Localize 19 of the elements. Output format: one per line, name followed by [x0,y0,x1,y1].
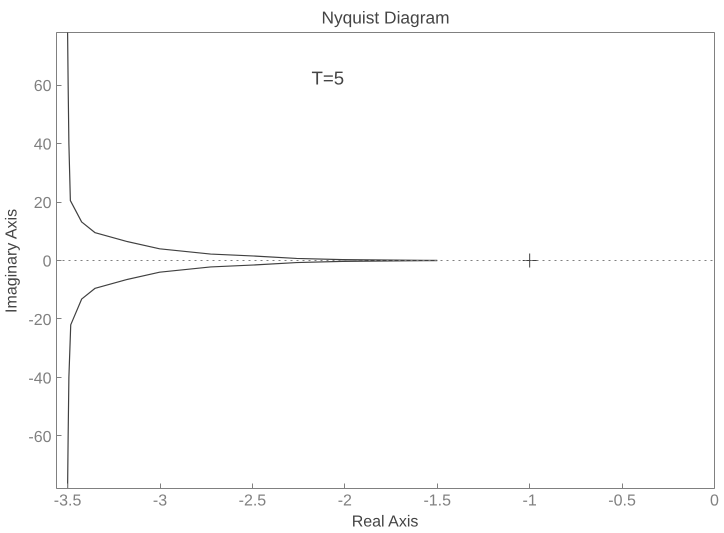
y-tick-label: -20 [28,312,52,329]
y-tick-label: -40 [28,370,52,388]
y-tick-label: 0 [42,254,52,270]
y-tick-label: -60 [28,428,52,446]
x-tick-label: -3.5 [54,492,82,510]
chart-title: Nyquist Diagram [321,8,450,28]
annotation: T=5 [312,68,344,88]
x-tick-label: -1.5 [423,492,452,510]
y-axis-title: Imaginary Axis [3,208,20,313]
y-tick-label: 60 [34,78,52,96]
x-tick-label: -1 [522,492,537,510]
y-tick-label: 20 [34,195,52,212]
x-tick-label: -2.5 [238,492,266,510]
y-tick-label: 40 [34,136,52,154]
x-tick-label: -2 [338,492,352,510]
x-tick-label: -0.5 [608,492,636,510]
x-axis-title: Real Axis [352,514,418,530]
x-tick-label: 0 [710,492,720,510]
x-tick-label: -3 [152,492,168,510]
